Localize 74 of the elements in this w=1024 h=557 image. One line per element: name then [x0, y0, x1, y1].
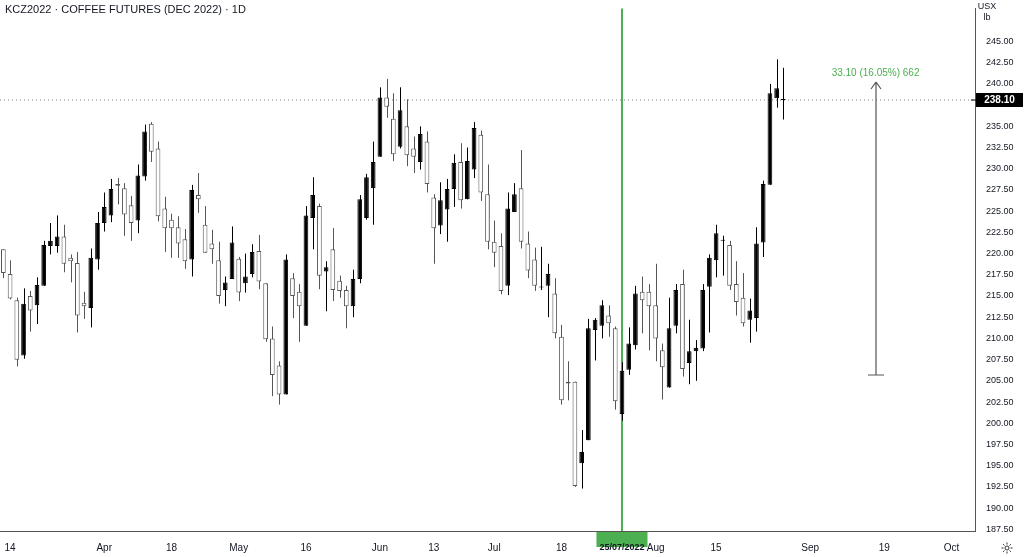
- candlestick: [209, 229, 215, 265]
- candlestick: [54, 214, 60, 254]
- ref-line-label: 238.10: [984, 93, 1016, 105]
- x-tick-label: 13: [428, 541, 440, 553]
- y-tick-label: 235.00: [986, 120, 1014, 131]
- candlestick: [639, 275, 645, 334]
- y-tick-label: 217.50: [986, 269, 1014, 280]
- x-tick-label: Apr: [96, 541, 113, 553]
- y-tick-label: 222.50: [986, 226, 1014, 237]
- y-tick-label: 197.50: [986, 438, 1014, 449]
- y-tick-label: 192.50: [986, 481, 1014, 492]
- x-tick-label: 18: [165, 541, 178, 553]
- candlestick: [747, 298, 753, 344]
- candlestick: [686, 319, 692, 385]
- candlestick: [491, 219, 497, 268]
- candlestick: [169, 213, 174, 259]
- candlestick: [101, 192, 107, 233]
- chart-title: KCZ2022 · COFFEE FUTURES (DEC 2022) · 1D: [5, 3, 246, 16]
- y-tick-label: 200.00: [986, 417, 1014, 428]
- candlestick: [606, 304, 611, 338]
- y-tick-label: 225.00: [986, 205, 1014, 216]
- y-tick-label: 195.00: [986, 460, 1014, 471]
- x-tick-label: Oct: [943, 541, 960, 553]
- y-tick-label: 232.50: [986, 142, 1014, 153]
- x-tick-label: Aug: [646, 541, 665, 553]
- y-axis-title: USX lb: [977, 1, 997, 23]
- y-tick-label: 207.50: [986, 354, 1014, 365]
- y-tick-label: 202.50: [986, 396, 1014, 407]
- y-tick-label: 240.00: [986, 78, 1014, 89]
- candlestick: [774, 58, 779, 109]
- candlestick: [1, 248, 6, 279]
- candlestick: [310, 176, 316, 250]
- y-tick-label: 230.00: [986, 163, 1014, 174]
- y-tick-label: 210.00: [986, 332, 1014, 343]
- y-tick-label: 187.50: [986, 523, 1014, 534]
- x-tick-label: Jun: [371, 541, 388, 553]
- x-tick-label: 18: [555, 541, 568, 553]
- y-tick-label: 242.50: [986, 57, 1014, 68]
- annotation: 33.10 (16.05%) 662: [831, 67, 920, 79]
- candlestick: [384, 78, 389, 119]
- y-tick-label: 205.00: [986, 375, 1014, 386]
- candlestick: [175, 215, 181, 259]
- candlestick: [512, 182, 517, 213]
- y-tick-label: 220.00: [986, 248, 1014, 259]
- x-tick-label: May: [229, 541, 249, 553]
- candlestick: [222, 275, 228, 307]
- candlestick: [444, 178, 450, 243]
- candlestick: [411, 136, 416, 174]
- x-tick-label: Jul: [487, 541, 501, 553]
- candlestick: [599, 299, 605, 339]
- candlestick: [733, 260, 739, 317]
- candlestick: [659, 343, 665, 400]
- candlestick: [48, 222, 53, 255]
- x-tick-label: 16: [300, 541, 312, 553]
- y-tick-label: 215.00: [986, 290, 1014, 301]
- candlestick: [243, 253, 248, 294]
- x-tick-label: 15: [710, 541, 723, 553]
- candlestick: [337, 275, 342, 299]
- candlestick: [438, 181, 443, 235]
- candlestick: [296, 283, 302, 343]
- y-tick-label: 212.50: [986, 311, 1014, 322]
- y-tick-label: 245.00: [986, 35, 1014, 46]
- candlestick: [27, 290, 33, 333]
- x-tick-label: 14: [4, 541, 17, 553]
- candlestick: [579, 429, 584, 490]
- y-tick-label: 190.00: [986, 502, 1014, 513]
- candlestick: [249, 243, 255, 278]
- y-tick-label: 227.50: [986, 184, 1014, 195]
- candlestick: [343, 285, 349, 329]
- x-tick-label: 19: [878, 541, 891, 553]
- candlestick: [196, 172, 201, 214]
- x-tick-label: Sep: [801, 541, 820, 553]
- candlestick: [162, 196, 168, 253]
- candlestick: [290, 272, 295, 319]
